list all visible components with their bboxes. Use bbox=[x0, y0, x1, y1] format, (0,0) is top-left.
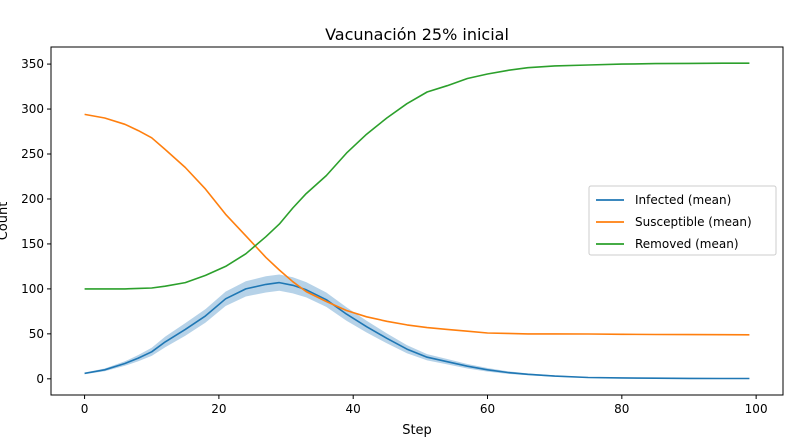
x-tick-label: 80 bbox=[614, 402, 629, 416]
x-tick-label: 100 bbox=[745, 402, 768, 416]
x-axis-label: Step bbox=[402, 423, 432, 438]
y-tick-label: 50 bbox=[29, 327, 44, 341]
series-1-line bbox=[84, 113, 750, 336]
x-axis: 0 20 40 60 80 100 bbox=[81, 395, 768, 416]
y-tick-label: 350 bbox=[21, 57, 44, 71]
plot-area bbox=[84, 62, 750, 380]
y-axis-label: Count bbox=[0, 202, 11, 241]
y-tick-label: 150 bbox=[21, 237, 44, 251]
y-tick-label: 100 bbox=[21, 282, 44, 296]
legend-box bbox=[588, 185, 777, 256]
x-tick-label: 40 bbox=[346, 402, 361, 416]
y-tick-label: 0 bbox=[36, 372, 44, 386]
legend: Infected (mean) Susceptible (mean) Removed… bbox=[588, 185, 777, 256]
plot-frame bbox=[50, 46, 784, 396]
y-tick-label: 200 bbox=[21, 192, 44, 206]
x-tick-label: 0 bbox=[81, 402, 89, 416]
x-tick-label: 60 bbox=[480, 402, 495, 416]
chart-title: Vacunación 25% inicial bbox=[325, 25, 509, 44]
x-tick-label: 20 bbox=[211, 402, 226, 416]
series-2-line bbox=[84, 62, 750, 290]
y-axis: 0 50 100 150 200 250 300 350 bbox=[21, 57, 51, 386]
series-0-line bbox=[84, 281, 750, 380]
y-tick-label: 250 bbox=[21, 147, 44, 161]
legend-label-0: Infected (mean) bbox=[635, 193, 731, 207]
legend-label-2: Removed (mean) bbox=[635, 237, 739, 251]
legend-label-1: Susceptible (mean) bbox=[635, 215, 752, 229]
y-tick-label: 300 bbox=[21, 102, 44, 116]
